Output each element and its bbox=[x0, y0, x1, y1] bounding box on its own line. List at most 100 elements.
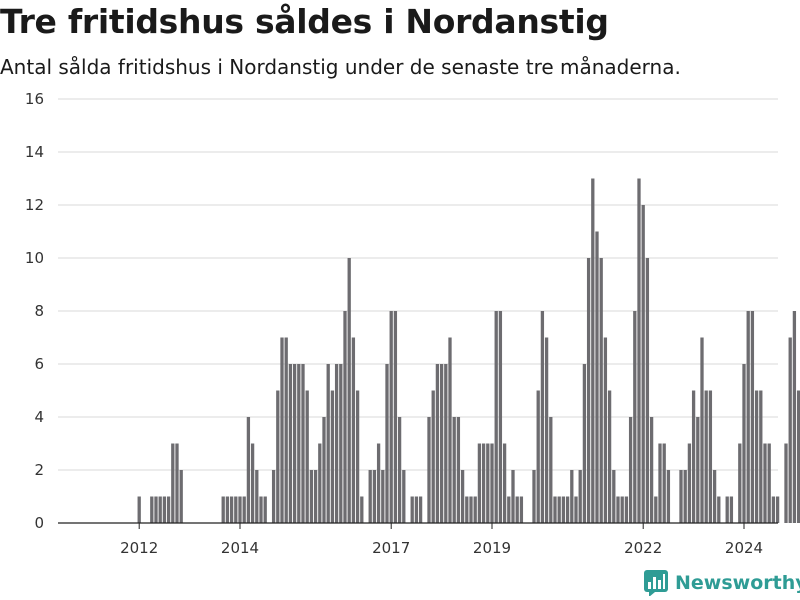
bar bbox=[372, 470, 377, 523]
bar bbox=[565, 496, 570, 523]
bar bbox=[309, 470, 314, 523]
bar bbox=[259, 496, 263, 523]
bar bbox=[759, 390, 763, 523]
bar bbox=[687, 443, 692, 523]
bar bbox=[448, 337, 452, 523]
bar bbox=[725, 496, 729, 523]
bar bbox=[271, 470, 276, 523]
bar bbox=[498, 311, 503, 523]
bar bbox=[439, 364, 444, 523]
bar bbox=[444, 364, 448, 523]
bar bbox=[276, 390, 280, 523]
bar bbox=[486, 443, 490, 523]
bars bbox=[137, 178, 800, 523]
bar bbox=[591, 178, 595, 523]
bar bbox=[456, 417, 461, 523]
bar bbox=[515, 496, 519, 523]
bar bbox=[738, 443, 742, 523]
bar bbox=[549, 417, 553, 523]
bar bbox=[771, 496, 776, 523]
bar bbox=[544, 337, 549, 523]
bar bbox=[381, 470, 385, 523]
newsworthy-logo-icon bbox=[644, 570, 668, 596]
bar bbox=[435, 364, 440, 523]
chart-subtitle: Antal sålda fritidshus i Nordanstig unde… bbox=[0, 55, 681, 79]
bar bbox=[301, 364, 305, 523]
bar bbox=[712, 470, 717, 523]
bar bbox=[318, 443, 322, 523]
bar bbox=[427, 417, 431, 523]
bar bbox=[339, 364, 343, 523]
y-tick-label: 10 bbox=[25, 249, 44, 267]
bar bbox=[402, 470, 406, 523]
bar bbox=[150, 496, 154, 523]
bar bbox=[397, 417, 402, 523]
bar bbox=[536, 390, 540, 523]
bar bbox=[238, 496, 242, 523]
chart-title: Tre fritidshus såldes i Nordanstig bbox=[0, 2, 609, 41]
bar bbox=[641, 205, 645, 523]
bar bbox=[431, 390, 435, 523]
bar bbox=[624, 496, 629, 523]
bar bbox=[414, 496, 419, 523]
brand[interactable]: Newsworthy bbox=[644, 570, 800, 596]
bar bbox=[775, 496, 780, 523]
bar bbox=[355, 390, 360, 523]
bar bbox=[582, 364, 587, 523]
bar bbox=[645, 258, 650, 523]
bar bbox=[326, 364, 330, 523]
bar bbox=[368, 470, 372, 523]
bar bbox=[742, 364, 746, 523]
bar bbox=[729, 496, 734, 523]
x-tick-label: 2024 bbox=[725, 539, 763, 557]
bar bbox=[708, 390, 713, 523]
bar bbox=[696, 417, 700, 523]
bar bbox=[750, 311, 755, 523]
bar bbox=[166, 496, 171, 523]
bar bbox=[649, 417, 654, 523]
bar bbox=[754, 390, 759, 523]
bar bbox=[234, 496, 238, 523]
bar bbox=[666, 470, 671, 523]
bar bbox=[586, 258, 591, 523]
bar bbox=[360, 496, 364, 523]
bar bbox=[796, 390, 800, 523]
bar bbox=[784, 443, 788, 523]
bar bbox=[633, 311, 637, 523]
bar bbox=[788, 337, 792, 523]
bar bbox=[171, 443, 175, 523]
bar bbox=[767, 443, 771, 523]
y-tick-label: 16 bbox=[25, 90, 44, 108]
bar bbox=[292, 364, 297, 523]
y-tick-label: 4 bbox=[34, 408, 44, 426]
bar bbox=[179, 470, 183, 523]
bar bbox=[658, 443, 662, 523]
bar bbox=[637, 178, 641, 523]
bar bbox=[557, 496, 561, 523]
bar bbox=[481, 443, 486, 523]
x-tick-label: 2017 bbox=[372, 539, 410, 557]
bar bbox=[654, 496, 658, 523]
bar bbox=[263, 496, 267, 523]
bar bbox=[250, 443, 255, 523]
bar bbox=[473, 496, 477, 523]
bar bbox=[532, 470, 536, 523]
bar bbox=[154, 496, 158, 523]
bar bbox=[288, 364, 293, 523]
bar bbox=[343, 311, 347, 523]
bar bbox=[507, 496, 511, 523]
bar bbox=[452, 417, 456, 523]
bar bbox=[229, 496, 234, 523]
y-tick-label: 12 bbox=[25, 196, 44, 214]
bar bbox=[746, 311, 750, 523]
bar bbox=[385, 364, 389, 523]
bar bbox=[175, 443, 179, 523]
bar bbox=[393, 311, 398, 523]
bar bbox=[704, 390, 708, 523]
bar bbox=[158, 496, 162, 523]
bar bbox=[717, 496, 721, 523]
bar bbox=[490, 443, 494, 523]
bar bbox=[662, 443, 666, 523]
bar bbox=[628, 417, 633, 523]
bar bbox=[376, 443, 381, 523]
